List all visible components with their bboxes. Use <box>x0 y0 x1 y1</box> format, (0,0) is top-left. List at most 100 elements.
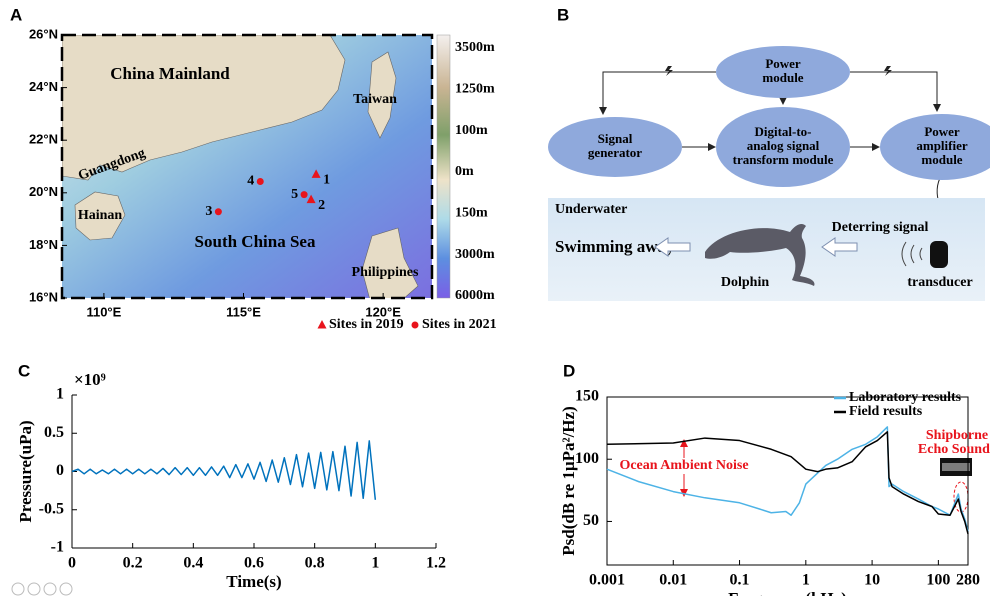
site-label: 2 <box>318 198 325 213</box>
colorbar-label: 100m <box>455 123 488 138</box>
panel-label: B <box>557 5 569 24</box>
colorbar-label: 0m <box>455 164 474 179</box>
y-tick-label: 1 <box>56 386 64 403</box>
x-tick-label: 10 <box>864 572 880 589</box>
panel-label: D <box>563 361 575 380</box>
lat-label: 24°N <box>29 79 58 94</box>
site-label: 3 <box>205 204 212 219</box>
colorbar-label: 3000m <box>455 247 495 262</box>
scene-animal: Dolphin <box>721 275 769 290</box>
hainan <box>74 191 126 241</box>
legend-marker <box>411 321 419 329</box>
x-axis-label: Frequency(kHz) <box>728 589 847 596</box>
x-tick-label: 1.2 <box>426 555 446 572</box>
sounder-image <box>942 463 970 471</box>
map-label: Hainan <box>78 208 123 223</box>
taiwan <box>367 51 397 139</box>
node-label: transform module <box>733 152 834 167</box>
colorbar <box>436 34 451 299</box>
colorbar-label: 150m <box>455 206 488 221</box>
node-label: Power <box>765 56 801 71</box>
mainland <box>62 35 346 181</box>
node-label: Signal <box>598 131 633 146</box>
map-label: Taiwan <box>353 92 397 107</box>
colorbar-label: 1250m <box>455 82 495 97</box>
x-tick-label: 1 <box>371 555 379 572</box>
data-line <box>606 426 969 532</box>
scene-signal: Deterring signal <box>832 220 929 235</box>
connectors <box>599 71 944 241</box>
panel-label: A <box>10 5 22 24</box>
y-tick-label: 0 <box>56 462 64 479</box>
site-marker <box>214 208 222 216</box>
y-multiplier: ×10⁹ <box>74 370 106 389</box>
lat-label: 26°N <box>29 26 58 41</box>
site-label: 4 <box>247 174 254 189</box>
node-label: generator <box>588 145 642 160</box>
data-line <box>71 440 377 500</box>
site-marker <box>300 191 308 199</box>
scene-device: transducer <box>907 275 972 290</box>
node-label: Digital-to- <box>754 124 811 139</box>
x-tick-label: 0.4 <box>183 555 203 572</box>
x-axis-label: Time(s) <box>226 572 281 591</box>
x-tick-label: 0 <box>68 555 76 572</box>
x-tick-label: 0.2 <box>123 555 143 572</box>
y-axis-label: Pressure(uPa) <box>16 420 35 522</box>
map-label: South China Sea <box>195 232 316 251</box>
legend-label: Sites in 2021 <box>422 317 497 332</box>
toolbar-icons <box>11 582 73 596</box>
nodes <box>548 46 990 187</box>
y-tick-label: -1 <box>51 539 64 556</box>
y-tick-label: -0.5 <box>39 500 64 517</box>
annotation: Echo Sounde <box>918 442 990 457</box>
map-label: Philippines <box>352 265 419 280</box>
legend-marker <box>317 320 327 329</box>
y-axis-label: Psd(dB re 1μPa²/Hz) <box>559 406 578 555</box>
lat-label: 22°N <box>29 132 58 147</box>
lat-label: 16°N <box>29 289 58 304</box>
node-label: analog signal <box>747 138 820 153</box>
node-label: module <box>762 70 803 85</box>
annotation: Shipborne <box>926 428 988 443</box>
legend-label: Field results <box>849 404 923 419</box>
x-tick-label: 280 <box>956 572 980 589</box>
map-frame <box>60 33 434 300</box>
site-label: 5 <box>291 187 298 202</box>
site-marker <box>256 177 264 185</box>
plot-frame <box>606 396 969 566</box>
sound-waves <box>901 241 923 267</box>
x-tick-label: 0.6 <box>244 555 264 572</box>
colorbar-label: 6000m <box>455 288 495 303</box>
site-marker <box>311 169 321 178</box>
data-line <box>606 431 969 535</box>
lat-label: 20°N <box>29 184 58 199</box>
node-label: module <box>921 152 962 167</box>
arrow <box>821 237 858 257</box>
x-tick-label: 1 <box>802 572 810 589</box>
site-marker <box>306 194 316 204</box>
y-tick-label: 100 <box>575 450 599 467</box>
site-label: 1 <box>323 173 330 188</box>
x-tick-label: 0.001 <box>589 572 625 589</box>
x-tick-label: 100 <box>926 572 950 589</box>
y-tick-label: 150 <box>575 388 599 405</box>
lat-label: 18°N <box>29 237 58 252</box>
legend-label: Laboratory results <box>849 390 962 405</box>
y-tick-label: 50 <box>583 512 599 529</box>
scene-title: Underwater <box>555 202 627 217</box>
scene-action: Swimming away <box>555 237 675 256</box>
lon-label: 115°E <box>226 304 261 319</box>
dolphin <box>705 224 815 286</box>
philippines <box>361 227 419 298</box>
node-label: amplifier <box>916 138 967 153</box>
lon-label: 110°E <box>86 304 121 319</box>
transducer <box>930 241 948 268</box>
node-label: Power <box>924 124 960 139</box>
map-label: China Mainland <box>110 64 230 83</box>
map <box>62 35 432 298</box>
y-tick-label: 0.5 <box>44 424 64 441</box>
annotation: Ocean Ambient Noise <box>619 458 748 473</box>
x-tick-label: 0.01 <box>659 572 687 589</box>
